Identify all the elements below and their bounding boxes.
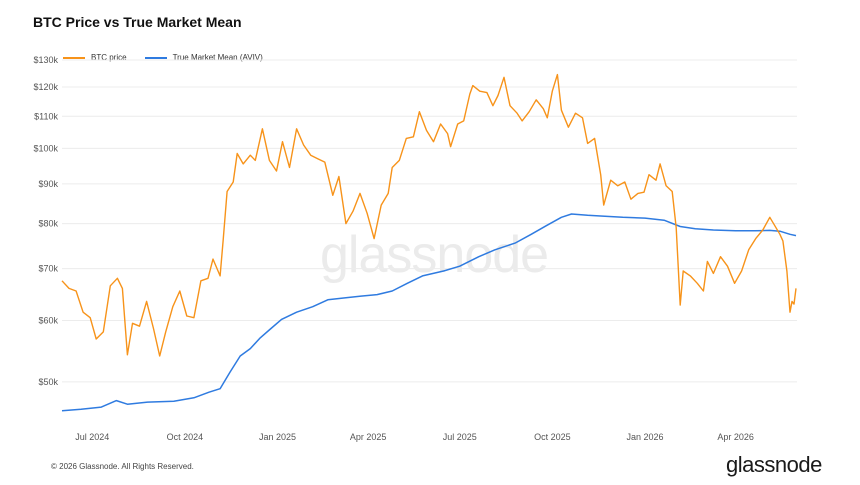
copyright-text: © 2026 Glassnode. All Rights Reserved. — [51, 462, 194, 471]
y-tick-label: $70k — [38, 264, 58, 274]
chart-legend: BTC price True Market Mean (AVIV) — [63, 53, 263, 62]
x-tick-label: Jan 2025 — [259, 432, 296, 442]
legend-swatch-btc-price — [63, 56, 85, 59]
series-line-true-market-mean — [61, 213, 797, 412]
series-line-btc-price — [61, 73, 797, 357]
y-tick-label: $100k — [33, 143, 58, 153]
glassnode-logo[interactable]: glassnode — [726, 452, 822, 477]
y-tick-label: $130k — [33, 55, 58, 65]
y-tick-label: $90k — [38, 179, 58, 189]
y-tick-label: $110k — [34, 111, 58, 121]
legend-swatch-true-market-mean — [144, 56, 167, 59]
x-tick-label: Apr 2025 — [350, 432, 387, 442]
y-tick-label: $80k — [38, 219, 58, 229]
watermark-text: glassnode — [320, 226, 549, 284]
x-tick-label: Jul 2025 — [443, 432, 477, 442]
y-tick-label: $60k — [38, 316, 58, 326]
x-tick-label: Oct 2025 — [534, 432, 571, 442]
y-tick-label: $50k — [38, 377, 58, 387]
legend-label-btc-price: BTC price — [91, 53, 127, 62]
legend-label-true-market-mean: True Market Mean (AVIV) — [172, 53, 263, 62]
chart-title: BTC Price vs True Market Mean — [33, 14, 242, 30]
x-tick-label: Apr 2026 — [717, 432, 754, 442]
x-tick-label: Jul 2024 — [75, 432, 109, 442]
legend-item-btc-price[interactable]: BTC price — [63, 53, 127, 62]
y-tick-label: $120k — [33, 82, 58, 92]
legend-item-true-market-mean[interactable]: True Market Mean (AVIV) — [144, 53, 263, 62]
x-tick-label: Jan 2026 — [626, 432, 663, 442]
x-tick-label: Oct 2024 — [167, 432, 204, 442]
